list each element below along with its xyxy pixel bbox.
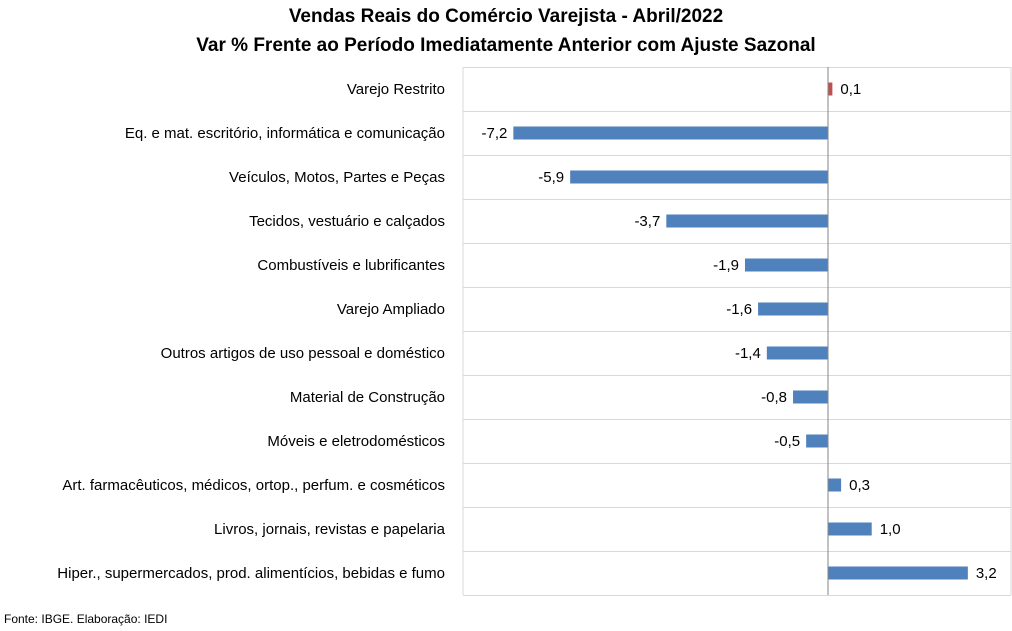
- data-label: -7,2: [482, 125, 508, 142]
- category-label: Varejo Restrito: [347, 81, 445, 98]
- bar: [758, 302, 828, 316]
- chart-title: Vendas Reais do Comércio Varejista - Abr…: [288, 6, 724, 27]
- category-label: Móveis e eletrodomésticos: [267, 433, 445, 450]
- category-label: Eq. e mat. escritório, informática e com…: [125, 125, 445, 142]
- category-label: Hiper., supermercados, prod. alimentício…: [57, 565, 445, 582]
- category-label: Livros, jornais, revistas e papelaria: [214, 521, 446, 538]
- bar: [806, 434, 828, 448]
- bar-chart: Varejo Restrito 0,1 Eq. e mat. escritório,…: [57, 67, 1012, 596]
- category-label: Varejo Ampliado: [337, 301, 445, 318]
- source-note: Fonte: IBGE. Elaboração: IEDI: [4, 612, 168, 626]
- bar: [744, 258, 828, 272]
- category-label: Tecidos, vestuário e calçados: [249, 213, 445, 230]
- data-label: -1,6: [726, 301, 752, 318]
- bar: [828, 478, 842, 492]
- chart-subtitle: Var % Frente ao Período Imediatamente An…: [196, 35, 816, 56]
- data-label: -0,5: [774, 433, 800, 450]
- bar: [570, 170, 828, 184]
- data-label: -5,9: [538, 169, 564, 186]
- bar: [828, 566, 968, 580]
- category-label: Veículos, Motos, Partes e Peças: [229, 169, 445, 186]
- category-label: Material de Construção: [290, 389, 445, 406]
- data-label: -0,8: [761, 389, 787, 406]
- data-label: 3,2: [976, 565, 997, 582]
- data-label: 1,0: [880, 521, 901, 538]
- bar: [793, 390, 828, 404]
- bar: [766, 346, 828, 360]
- bar: [828, 522, 872, 536]
- bar: [828, 82, 833, 96]
- data-label: -3,7: [634, 213, 660, 230]
- data-label: -1,4: [735, 345, 761, 362]
- data-label: -1,9: [713, 257, 739, 274]
- data-label: 0,3: [849, 477, 870, 494]
- category-label: Outros artigos de uso pessoal e doméstic…: [161, 345, 445, 362]
- category-label: Art. farmacêuticos, médicos, ortop., per…: [62, 477, 445, 494]
- bar: [666, 214, 828, 228]
- category-label: Combustíveis e lubrificantes: [257, 257, 445, 274]
- bar: [513, 126, 828, 140]
- data-label: 0,1: [840, 81, 861, 98]
